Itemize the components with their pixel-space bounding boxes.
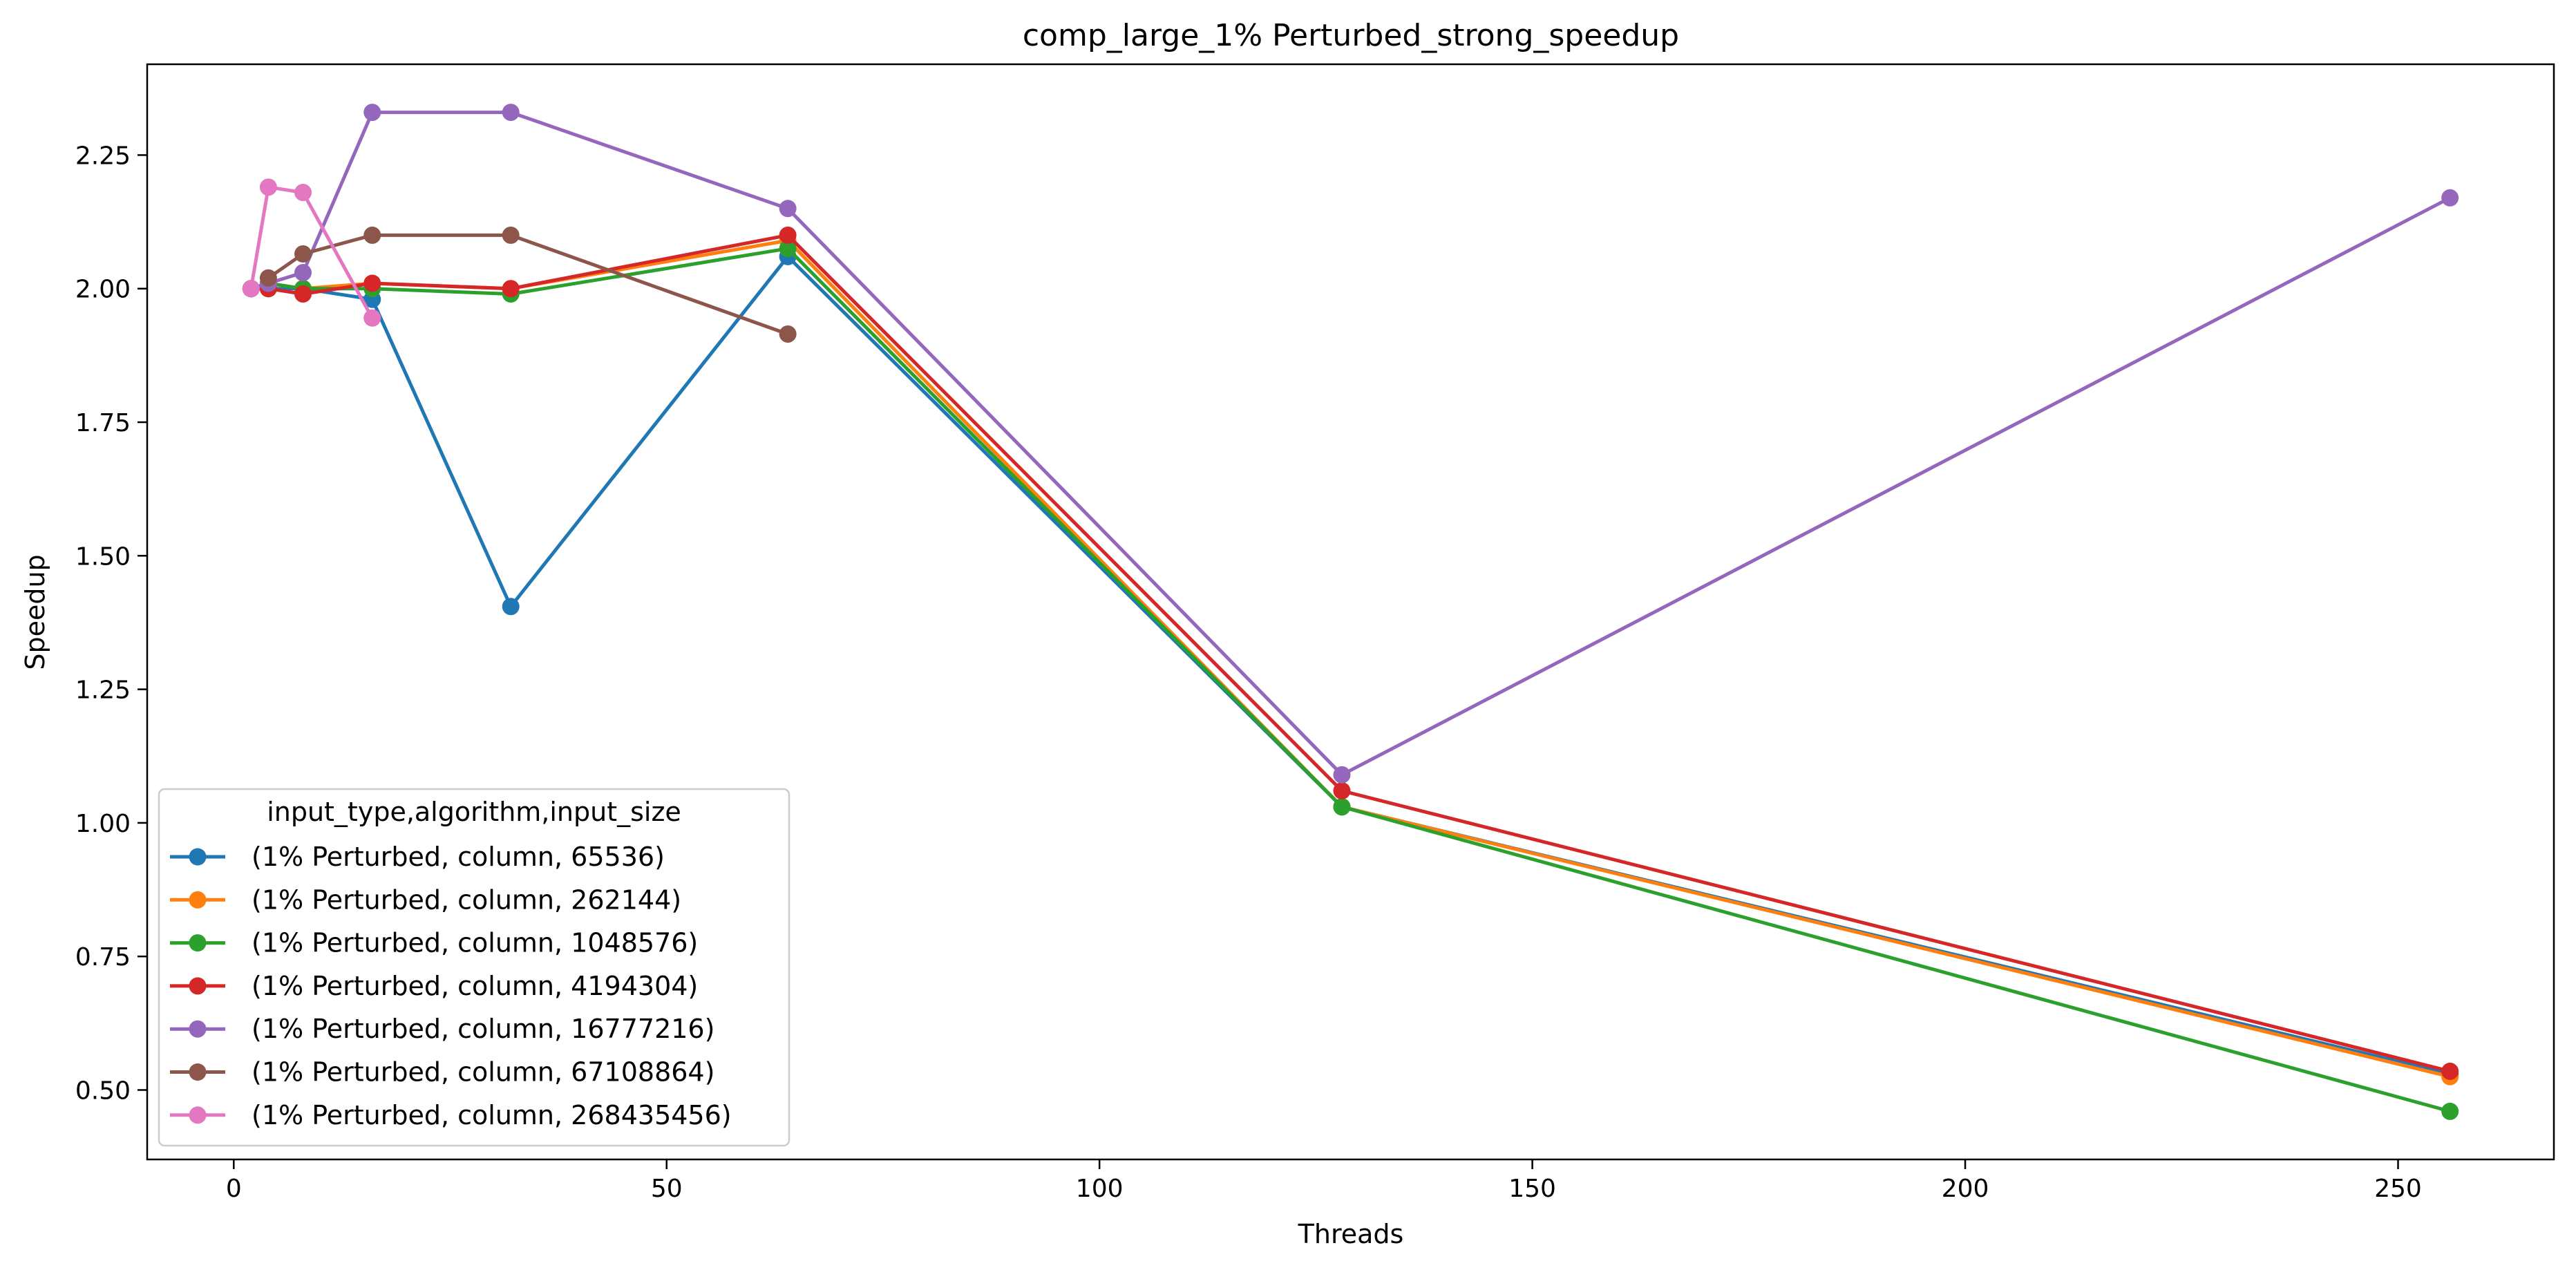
data-point bbox=[502, 280, 520, 298]
data-point bbox=[294, 245, 312, 263]
series-4 bbox=[242, 104, 2459, 784]
x-tick-label: 150 bbox=[1508, 1175, 1556, 1203]
legend-swatch-marker bbox=[189, 1020, 207, 1038]
legend-entries: (1% Perturbed, column, 65536) (1% Perturb… bbox=[170, 842, 732, 1130]
legend-label: (1% Perturbed, column, 4194304) bbox=[252, 971, 698, 1001]
y-tick-label: 0.75 bbox=[75, 943, 131, 972]
y-tick-label: 1.75 bbox=[75, 409, 131, 437]
series-line bbox=[250, 111, 2451, 777]
legend-label: (1% Perturbed, column, 1048576) bbox=[252, 928, 698, 958]
legend-swatch-marker bbox=[189, 891, 207, 909]
plot-area-frame bbox=[146, 63, 2555, 1161]
legend-swatch-marker bbox=[189, 848, 207, 866]
data-point bbox=[502, 104, 520, 122]
y-tick-label: 0.50 bbox=[75, 1077, 131, 1105]
data-point bbox=[1333, 766, 1351, 784]
data-point bbox=[1333, 782, 1351, 800]
y-tick-label: 2.25 bbox=[75, 142, 131, 170]
data-point bbox=[363, 309, 381, 327]
x-axis-label: Threads bbox=[1298, 1219, 1404, 1249]
data-point bbox=[2441, 1062, 2459, 1080]
legend-entry: (1% Perturbed, column, 67108864) bbox=[170, 1057, 714, 1088]
legend-label: (1% Perturbed, column, 262144) bbox=[252, 884, 681, 915]
chart-title: comp_large_1% Perturbed_strong_speedup bbox=[1023, 18, 1679, 53]
data-point bbox=[2441, 189, 2459, 207]
x-tick-label: 0 bbox=[226, 1175, 242, 1203]
data-point bbox=[294, 184, 312, 202]
legend-entry: (1% Perturbed, column, 1048576) bbox=[170, 928, 698, 958]
x-tick-label: 200 bbox=[1942, 1175, 1989, 1203]
legend-label: (1% Perturbed, column, 65536) bbox=[252, 842, 665, 872]
y-tick-label: 2.00 bbox=[75, 276, 131, 304]
data-point bbox=[242, 280, 260, 298]
legend-label: (1% Perturbed, column, 268435456) bbox=[252, 1100, 732, 1130]
data-point bbox=[779, 226, 797, 244]
data-point bbox=[259, 269, 277, 287]
y-axis-label: Speedup bbox=[20, 554, 50, 670]
legend-entry: (1% Perturbed, column, 262144) bbox=[170, 884, 681, 915]
legend-swatch-marker bbox=[189, 934, 207, 952]
legend-entry: (1% Perturbed, column, 4194304) bbox=[170, 971, 698, 1001]
y-tick-label: 1.00 bbox=[75, 810, 131, 838]
series-5 bbox=[259, 226, 797, 343]
legend: input_type,algorithm,input_size (1% Pert… bbox=[158, 788, 790, 1147]
data-point bbox=[779, 200, 797, 218]
legend-swatch-marker bbox=[189, 1063, 207, 1081]
data-point bbox=[363, 226, 381, 244]
y-tick-label: 1.25 bbox=[75, 676, 131, 705]
legend-swatch-marker bbox=[189, 1106, 207, 1124]
data-point bbox=[294, 264, 312, 282]
series-6 bbox=[242, 178, 381, 327]
legend-label: (1% Perturbed, column, 16777216) bbox=[252, 1014, 714, 1044]
legend-entry: (1% Perturbed, column, 268435456) bbox=[170, 1100, 732, 1130]
y-tick-label: 1.50 bbox=[75, 542, 131, 571]
series-layer bbox=[242, 104, 2459, 1120]
data-point bbox=[779, 325, 797, 343]
legend-box bbox=[158, 788, 790, 1147]
legend-label: (1% Perturbed, column, 67108864) bbox=[252, 1057, 714, 1088]
x-tick-label: 250 bbox=[2374, 1175, 2422, 1203]
series-line bbox=[249, 185, 374, 319]
data-point bbox=[363, 104, 381, 122]
data-point bbox=[1333, 798, 1351, 816]
data-point bbox=[259, 178, 277, 196]
legend-swatch-marker bbox=[189, 977, 207, 995]
data-point bbox=[2441, 1102, 2459, 1120]
data-point bbox=[779, 240, 797, 258]
x-tick-label: 100 bbox=[1076, 1175, 1124, 1203]
data-point bbox=[502, 226, 520, 244]
data-point bbox=[294, 285, 312, 303]
data-point bbox=[502, 598, 520, 616]
x-tick-label: 50 bbox=[651, 1175, 683, 1203]
legend-entry: (1% Perturbed, column, 16777216) bbox=[170, 1014, 714, 1044]
data-point bbox=[363, 274, 381, 292]
legend-title: input_type,algorithm,input_size bbox=[267, 797, 681, 827]
legend-entry: (1% Perturbed, column, 65536) bbox=[170, 842, 665, 872]
y-axis: 0.50 0.75 1.00 1.25 1.50 1.75 2.00 2.25 bbox=[75, 142, 147, 1105]
x-axis: 0 50 100 150 200 250 bbox=[226, 1159, 2422, 1203]
